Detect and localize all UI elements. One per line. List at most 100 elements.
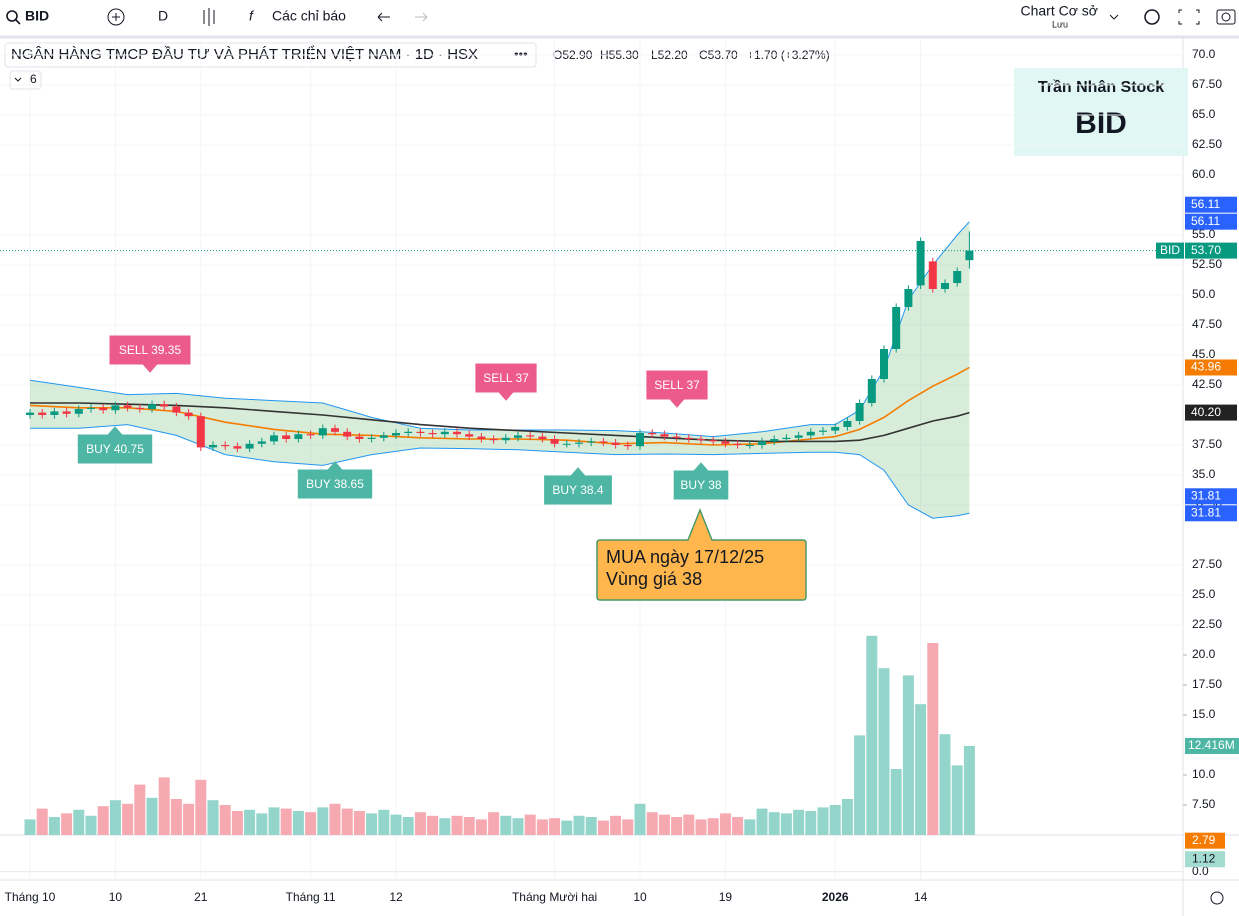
volume-bar (793, 809, 805, 835)
candle-body (928, 261, 937, 289)
signal-box (297, 461, 373, 499)
chart-type[interactable] (203, 8, 215, 26)
candle-body (587, 441, 596, 443)
y-tick-label: 22.50 (1192, 617, 1222, 631)
volume-bar (646, 812, 658, 835)
screenshot[interactable] (1216, 9, 1236, 25)
volume-bar (292, 811, 304, 835)
volume-bar (244, 809, 256, 835)
price-badge-label: 56.11 (1191, 214, 1220, 228)
candle-body (575, 442, 583, 444)
price-badge (1185, 196, 1237, 213)
candle-body (50, 411, 59, 415)
volume-bar (317, 807, 329, 835)
candle-body (111, 405, 120, 411)
candle-body (709, 440, 718, 442)
volume-bar (73, 809, 85, 835)
candle-body (99, 407, 108, 411)
volume-bar (927, 643, 939, 835)
lower-tick-label: 0.0 (1192, 864, 1209, 878)
volume-bar (451, 815, 463, 835)
indicator-line (30, 402, 970, 443)
x-tick-label: Tháng 11 (286, 890, 336, 904)
volume-bar (353, 811, 365, 835)
symbol[interactable]: BID (25, 8, 49, 24)
y2-tick-label: 15.0 (1192, 707, 1216, 721)
volume-badge (1185, 738, 1239, 755)
x-tick-label: 14 (914, 890, 928, 904)
search-icon (15, 19, 21, 25)
axis-settings[interactable] (1210, 891, 1224, 905)
volume-bar (305, 812, 317, 835)
settings[interactable] (1144, 9, 1160, 25)
volume-bar (109, 800, 121, 835)
volume-bar (207, 800, 219, 835)
signal-label: BUY 40.75 (86, 442, 144, 456)
volume-bar (841, 799, 853, 835)
price-badge-label: 40.20 (1191, 405, 1221, 419)
y-tick-label: 50.0 (1192, 287, 1216, 301)
candle-body (148, 404, 156, 409)
candle-body (26, 412, 34, 415)
volume-bar (402, 817, 414, 835)
layout-name[interactable]: Chart Cơ sở (1021, 3, 1099, 19)
x-tick-label: 10 (633, 890, 647, 904)
volume-bar (122, 803, 134, 835)
indicator-icon[interactable]: f (249, 8, 255, 24)
volume-bar (939, 734, 951, 835)
candle-body (184, 412, 193, 417)
signal-label: BUY 38.65 (306, 477, 364, 491)
candle-body (733, 443, 742, 445)
volume-bar (695, 819, 707, 835)
signal-box (77, 426, 153, 464)
signal-label: BUY 38 (680, 478, 721, 492)
volume-bar (854, 735, 866, 835)
volume-bar (378, 809, 390, 835)
volume-bar (902, 675, 914, 835)
search-icon[interactable] (6, 10, 18, 22)
volume-bar (658, 814, 670, 835)
interval[interactable]: D (158, 8, 168, 24)
volume-bar (634, 803, 646, 835)
candle-body (209, 445, 217, 448)
fullscreen[interactable] (1178, 9, 1200, 25)
volume-bar (61, 813, 73, 835)
volume-bar (500, 815, 512, 835)
candle-body (465, 434, 474, 437)
undo[interactable] (377, 12, 390, 22)
volume-bar (463, 817, 475, 835)
price-badge (1185, 359, 1237, 376)
y-tick-label: 42.50 (1192, 377, 1222, 391)
volume-bar (963, 746, 975, 835)
candle-body (526, 435, 535, 437)
candle-body (87, 407, 95, 409)
candle-body (636, 433, 644, 447)
candle-body (965, 250, 974, 261)
callout-line: Vùng giá 38 (606, 569, 702, 589)
volume-bar (85, 815, 97, 835)
indicators-button[interactable]: Các chỉ báo (272, 8, 346, 24)
save-status[interactable]: Lưu (1052, 19, 1068, 29)
redo[interactable] (415, 12, 428, 22)
symbol-title: NGÂN HÀNG TMCP ĐẦU TƯ VÀ PHÁT TRIỂN VIỆT… (11, 45, 478, 63)
signal-label: SELL 37 (654, 378, 700, 392)
volume-bar (780, 813, 792, 835)
candle-body (697, 439, 705, 441)
price-badge-label: 53.70 (1191, 243, 1221, 257)
layout-menu[interactable] (1109, 14, 1119, 20)
more-button[interactable]: ••• (514, 46, 528, 61)
callout-box (596, 507, 807, 601)
signal-box (646, 370, 708, 408)
volume-bar (512, 818, 524, 835)
price-badge (1185, 213, 1237, 230)
signal-box (475, 363, 537, 401)
volume-bar (97, 806, 109, 835)
add-symbol[interactable] (107, 8, 125, 26)
candle-body (172, 406, 181, 413)
candle-body (196, 416, 205, 448)
candle-body (660, 434, 669, 437)
candle-body (758, 441, 766, 445)
candle-body (440, 431, 449, 435)
volume-bar (951, 765, 963, 835)
volume-bar (597, 820, 609, 835)
